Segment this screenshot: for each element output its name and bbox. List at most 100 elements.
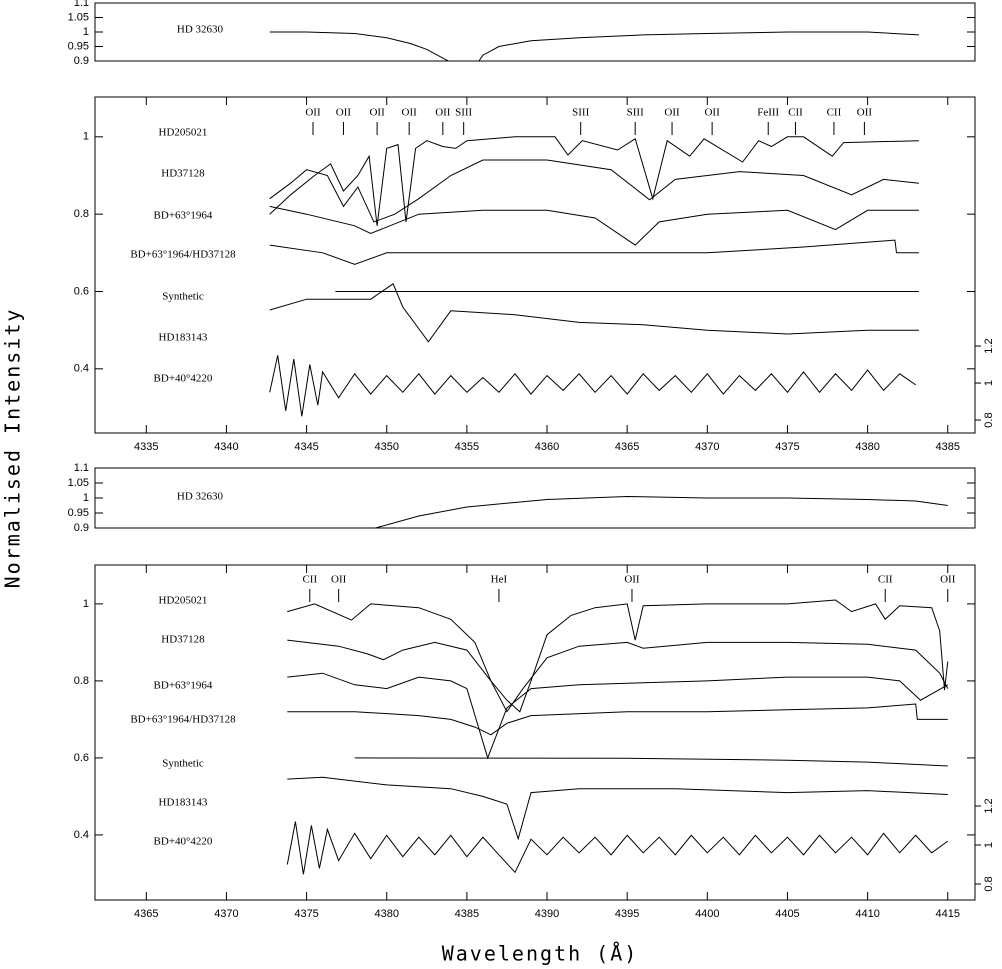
y-tick-label: 1.1 bbox=[74, 462, 89, 474]
y2-tick-label: 1 bbox=[983, 842, 995, 848]
y-tick-label: 0.4 bbox=[74, 829, 89, 841]
y2-tick-label: 1.2 bbox=[983, 338, 995, 353]
frame bbox=[94, 467, 976, 529]
line-id-label: OII bbox=[402, 107, 418, 119]
y-tick-label: 0.9 bbox=[74, 522, 89, 534]
spectrum bbox=[286, 821, 949, 875]
frame bbox=[94, 96, 976, 434]
line-id-label: SIII bbox=[627, 107, 644, 119]
x-tick-label: 4375 bbox=[775, 441, 799, 453]
line-id-label: CII bbox=[878, 574, 893, 586]
spectrum bbox=[269, 355, 916, 417]
y2-tick-label: 1.2 bbox=[983, 798, 995, 813]
y-tick-label: 0.8 bbox=[74, 675, 89, 687]
spectrum bbox=[269, 205, 919, 246]
spectrum bbox=[375, 495, 948, 528]
frame bbox=[94, 564, 976, 901]
series-label: HD183143 bbox=[159, 797, 208, 809]
spectrum bbox=[354, 757, 948, 767]
spectrum bbox=[269, 136, 919, 226]
line-id-label: FeIII bbox=[757, 107, 779, 119]
spectrum bbox=[269, 283, 919, 343]
line-id-label: OII bbox=[624, 574, 640, 586]
x-axis-label: Wavelength (Å) bbox=[442, 942, 639, 966]
series-label: BD+63°1964/HD37128 bbox=[130, 249, 236, 261]
y2-tick-label: 0.8 bbox=[983, 412, 995, 427]
y-tick-label: 1.1 bbox=[74, 0, 89, 9]
spectrum bbox=[287, 639, 949, 713]
x-tick-label: 4355 bbox=[455, 441, 479, 453]
y-tick-label: 0.8 bbox=[74, 208, 89, 220]
y-tick-label: 0.6 bbox=[74, 285, 89, 297]
series-label: HD205021 bbox=[159, 127, 208, 139]
series-label: HD 32630 bbox=[177, 491, 224, 503]
series-label: HD37128 bbox=[161, 634, 205, 646]
series-label: BD+40°4220 bbox=[154, 373, 213, 385]
series-label: BD+63°1964 bbox=[154, 680, 213, 692]
line-id-label: OII bbox=[940, 574, 956, 586]
spectrum bbox=[269, 31, 919, 61]
y-tick-label: 1 bbox=[83, 492, 89, 504]
line-id-label: OII bbox=[331, 574, 347, 586]
x-tick-label: 4365 bbox=[134, 908, 158, 920]
series-label: BD+63°1964/HD37128 bbox=[130, 714, 236, 726]
y-tick-label: 0.95 bbox=[68, 40, 89, 52]
x-tick-label: 4380 bbox=[374, 908, 398, 920]
x-tick-label: 4405 bbox=[775, 908, 799, 920]
y-tick-label: 1 bbox=[83, 26, 89, 38]
y-tick-label: 1.05 bbox=[68, 477, 89, 489]
x-tick-label: 4375 bbox=[294, 908, 318, 920]
line-id-label: OII bbox=[305, 107, 321, 119]
line-id-label: CII bbox=[788, 107, 803, 119]
x-tick-label: 4370 bbox=[214, 908, 238, 920]
x-tick-label: 4395 bbox=[615, 908, 639, 920]
x-tick-label: 4380 bbox=[855, 441, 879, 453]
line-id-label: OII bbox=[435, 107, 451, 119]
x-tick-label: 4365 bbox=[615, 441, 639, 453]
series-label: BD+40°4220 bbox=[154, 836, 213, 848]
x-tick-label: 4340 bbox=[214, 441, 238, 453]
y-axis-label: Normalised Intensity bbox=[1, 308, 25, 589]
x-tick-label: 4400 bbox=[695, 908, 719, 920]
y-tick-label: 1.05 bbox=[68, 11, 89, 23]
line-id-label: CII bbox=[302, 574, 317, 586]
series-label: BD+63°1964 bbox=[154, 210, 213, 222]
y-tick-label: 0.4 bbox=[74, 363, 89, 375]
line-id-label: SIII bbox=[572, 107, 589, 119]
x-tick-label: 4335 bbox=[134, 441, 158, 453]
spectrum bbox=[287, 776, 948, 841]
y-tick-label: 0.6 bbox=[74, 752, 89, 764]
y-tick-label: 0.95 bbox=[68, 507, 89, 519]
y2-tick-label: 1 bbox=[983, 380, 995, 386]
spectrum bbox=[269, 239, 919, 265]
line-id-label: CII bbox=[827, 107, 842, 119]
y-tick-label: 1 bbox=[83, 598, 89, 610]
x-tick-label: 4350 bbox=[374, 441, 398, 453]
series-label: HD 32630 bbox=[177, 24, 224, 36]
y-tick-label: 1 bbox=[83, 131, 89, 143]
x-tick-label: 4415 bbox=[936, 908, 960, 920]
spectrum bbox=[287, 703, 948, 736]
series-label: Synthetic bbox=[162, 758, 204, 770]
x-tick-label: 4390 bbox=[535, 908, 559, 920]
x-tick-label: 4385 bbox=[455, 908, 479, 920]
y2-tick-label: 0.8 bbox=[983, 876, 995, 891]
line-id-label: SIII bbox=[455, 107, 472, 119]
x-tick-label: 4345 bbox=[294, 441, 318, 453]
line-id-label: OII bbox=[369, 107, 385, 119]
line-id-label: OII bbox=[857, 107, 873, 119]
spectrum bbox=[287, 599, 949, 713]
y-tick-label: 0.9 bbox=[74, 55, 89, 67]
line-id-label: OII bbox=[664, 107, 680, 119]
line-id-label: OII bbox=[704, 107, 720, 119]
series-label: HD205021 bbox=[159, 595, 208, 607]
spectrum bbox=[287, 672, 949, 760]
line-id-label: OII bbox=[336, 107, 352, 119]
x-tick-label: 4410 bbox=[855, 908, 879, 920]
x-tick-label: 4360 bbox=[535, 441, 559, 453]
line-id-label: HeI bbox=[491, 574, 508, 586]
series-label: HD183143 bbox=[159, 332, 208, 344]
spectrum bbox=[269, 159, 919, 223]
x-tick-label: 4385 bbox=[936, 441, 960, 453]
